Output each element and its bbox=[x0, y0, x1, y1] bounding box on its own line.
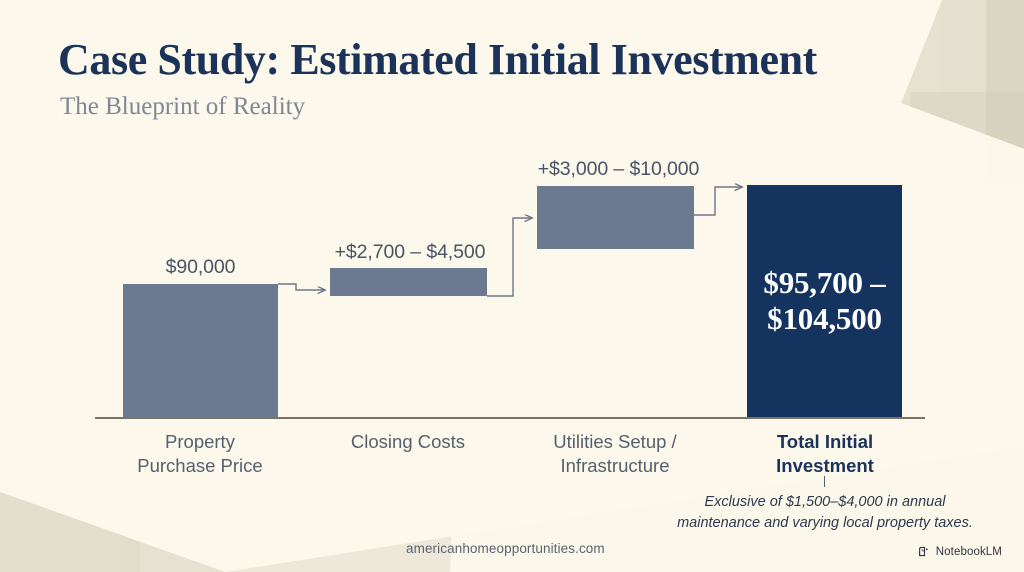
value-label-property-purchase-price: $90,000 bbox=[165, 256, 236, 278]
category-label-line-1: Utilities Setup / bbox=[553, 431, 677, 452]
category-label-line-2: Infrastructure bbox=[560, 454, 670, 476]
bar-closing-costs[interactable] bbox=[330, 268, 487, 296]
notebooklm-logo-icon bbox=[918, 545, 931, 558]
footnote-tick-mark bbox=[824, 476, 826, 487]
page-title: Case Study: Estimated Initial Investment bbox=[58, 35, 817, 84]
category-label-utilities-setup: Utilities Setup / Infrastructure bbox=[525, 430, 705, 477]
bar-property-purchase-price[interactable] bbox=[123, 284, 278, 418]
footnote-line-2: maintenance and varying local property t… bbox=[677, 514, 973, 531]
bar-utilities-setup[interactable] bbox=[537, 186, 694, 249]
slide-header: Case Study: Estimated Initial Investment… bbox=[58, 34, 817, 121]
category-label-line-1: Total Initial bbox=[776, 431, 874, 452]
footnote-text: Exclusive of $1,500–$4,000 in annual mai… bbox=[625, 492, 1024, 533]
category-label-total-investment: Total Initial Investment bbox=[735, 430, 915, 477]
bar-total-initial-investment[interactable] bbox=[747, 185, 902, 418]
value-label-closing-costs: +$2,700 – $4,500 bbox=[334, 241, 486, 263]
category-label-line-2: Investment bbox=[776, 454, 874, 476]
category-label-closing-costs: Closing Costs bbox=[318, 430, 498, 454]
page-subtitle: The Blueprint of Reality bbox=[60, 93, 306, 120]
total-value-line-1: $95,700 – bbox=[763, 265, 886, 300]
source-url: americanhomeopportunities.com bbox=[406, 541, 605, 556]
footnote-line-1: Exclusive of $1,500–$4,000 in annual bbox=[704, 494, 946, 510]
value-label-total-investment: $95,700 – $104,500 bbox=[747, 265, 902, 337]
axis-baseline bbox=[95, 417, 925, 419]
value-label-utilities-setup: +$3,000 – $10,000 bbox=[537, 158, 700, 180]
notebooklm-watermark: NotebookLM bbox=[918, 545, 1002, 558]
notebooklm-label: NotebookLM bbox=[935, 545, 1002, 558]
category-label-property-purchase-price: Property Purchase Price bbox=[110, 430, 290, 477]
total-value-line-2: $104,500 bbox=[767, 300, 882, 336]
category-label-line-1: Closing Costs bbox=[350, 431, 466, 452]
category-label-line-2: Purchase Price bbox=[137, 454, 263, 476]
category-label-line-1: Property bbox=[165, 431, 235, 452]
